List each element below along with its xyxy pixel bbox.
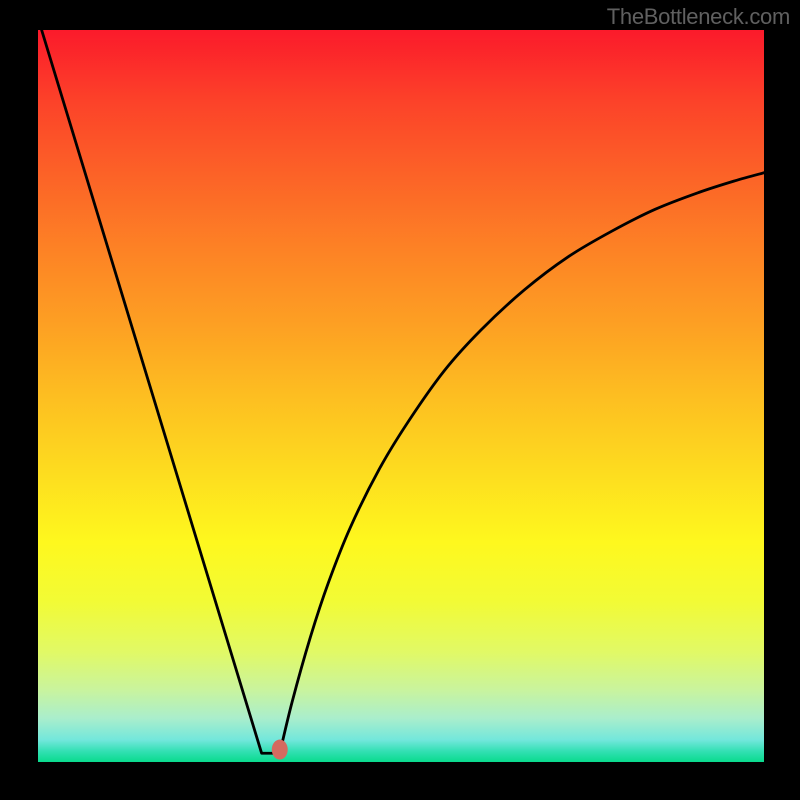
chart-container: TheBottleneck.com bbox=[0, 0, 800, 800]
chart-svg bbox=[0, 0, 800, 800]
optimal-point-marker bbox=[272, 740, 288, 760]
plot-background bbox=[38, 30, 764, 762]
watermark-text: TheBottleneck.com bbox=[607, 4, 790, 30]
